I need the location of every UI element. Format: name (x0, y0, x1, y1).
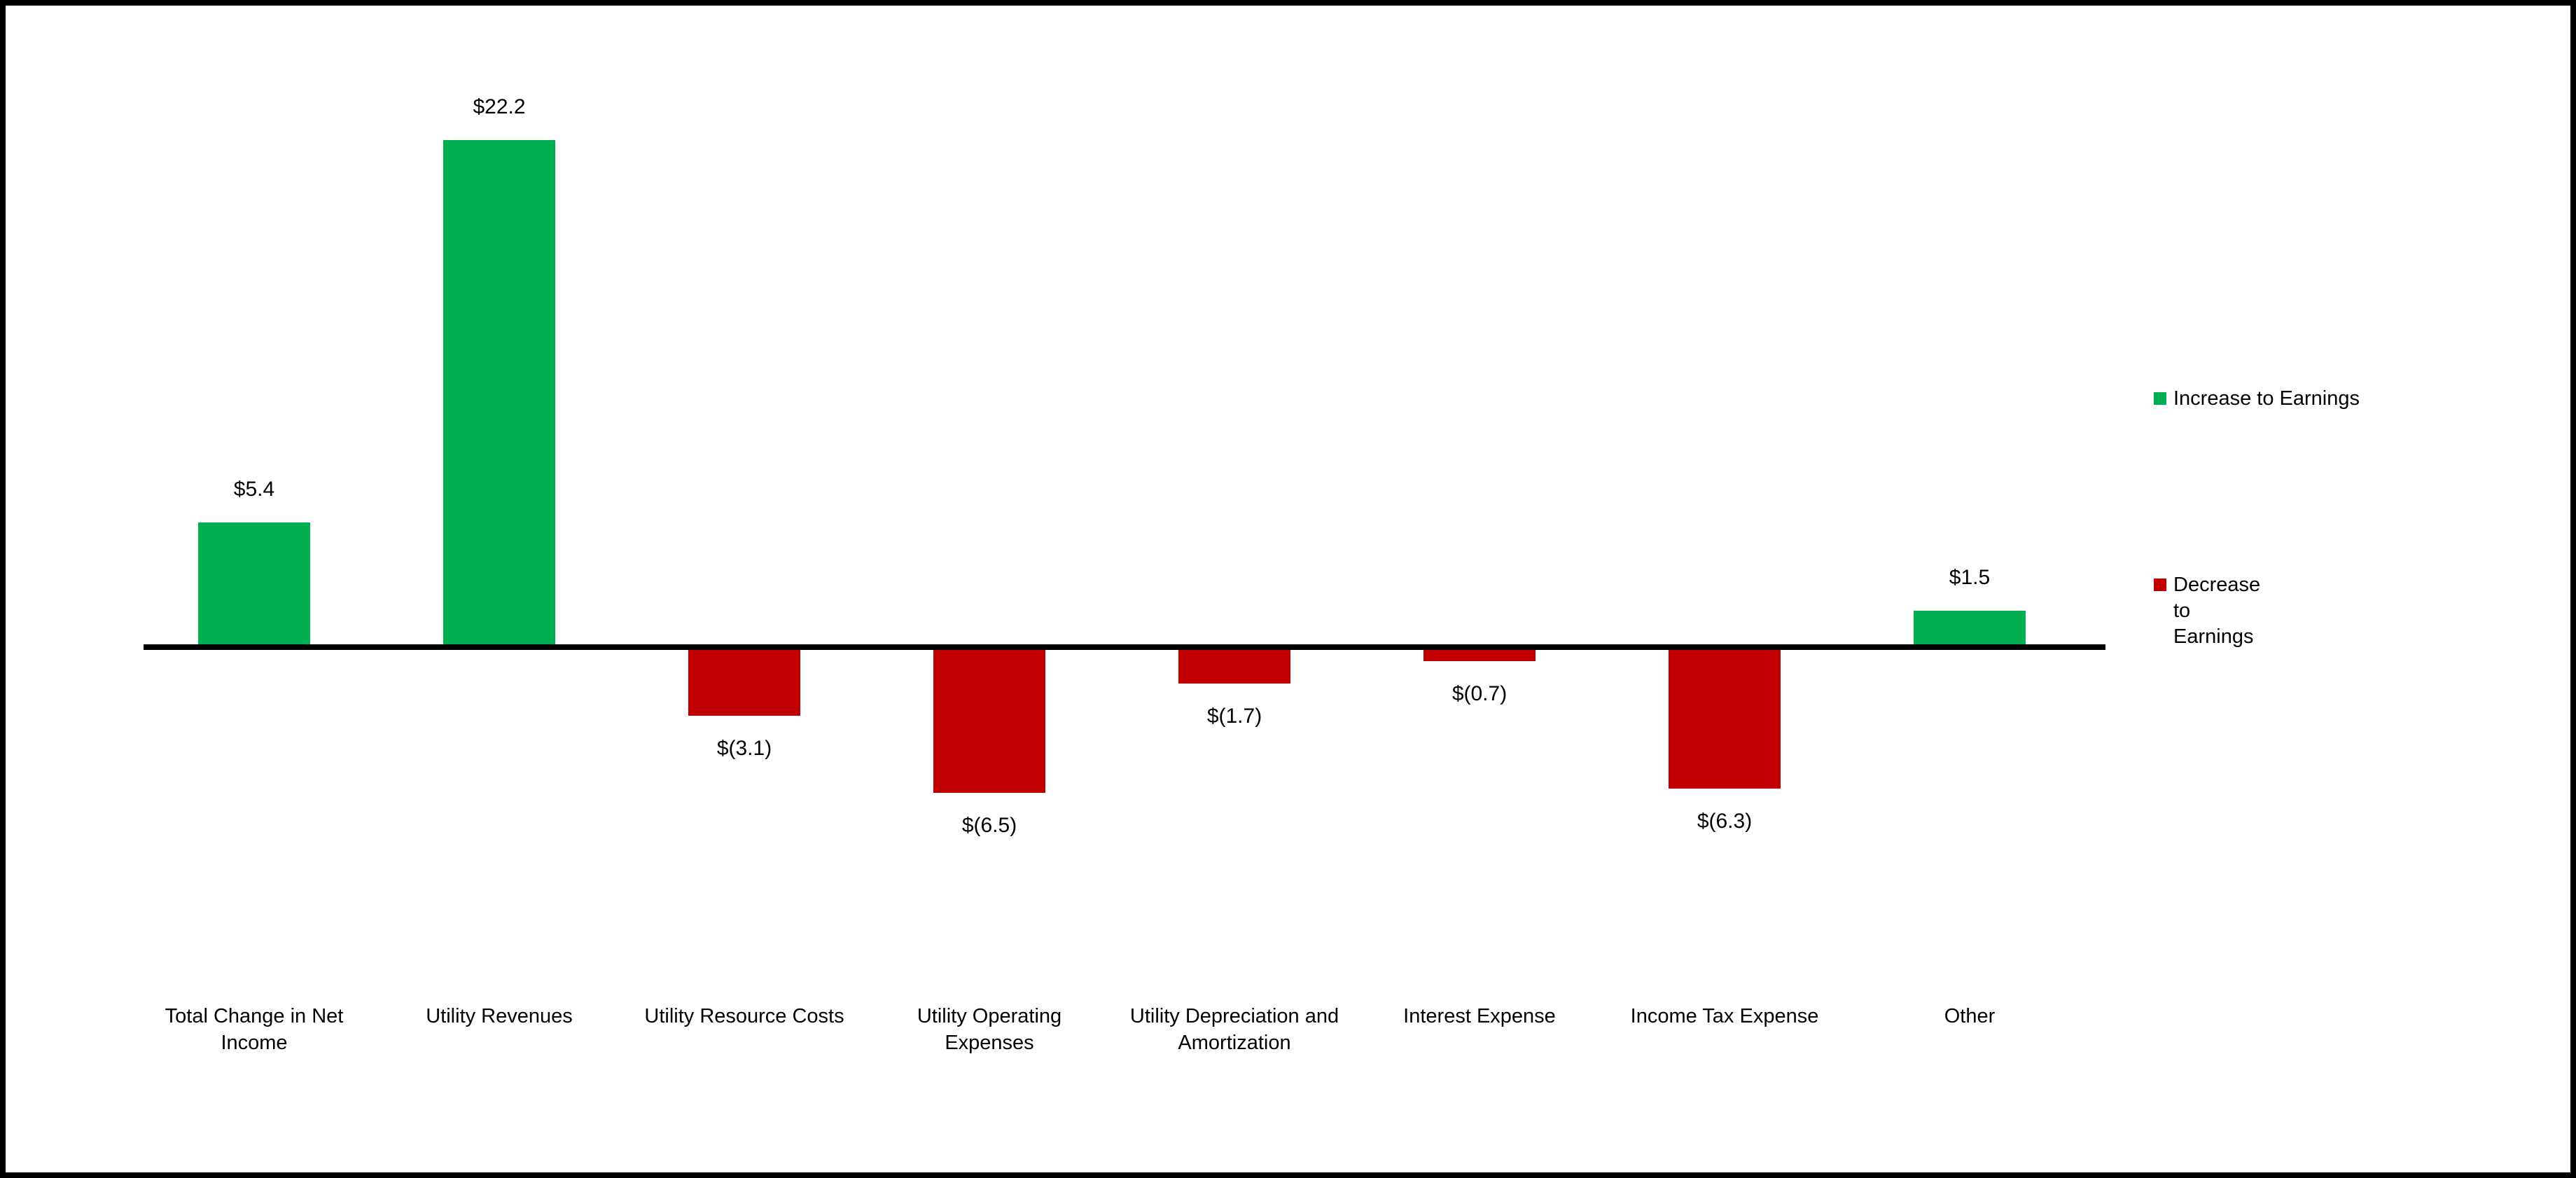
category-label-utility-operating-expenses: Utility Operating Expenses (917, 1005, 1062, 1054)
value-label-utility-depreciation-and-amortization: $(1.7) (1206, 705, 1262, 728)
bar-income-tax-expense (1669, 645, 1781, 789)
x-axis-line (144, 644, 2105, 650)
bar-utility-revenues (443, 139, 555, 645)
value-label-other: $1.5 (1949, 566, 1991, 590)
legend-swatch-increase (2154, 392, 2166, 405)
bar-total-change-in-net-income (198, 522, 310, 645)
value-label-total-change-in-net-income: $5.4 (233, 477, 275, 501)
bar-utility-operating-expenses (933, 645, 1045, 794)
category-label-interest-expense: Interest Expense (1403, 1005, 1556, 1027)
value-label-utility-resource-costs: $(3.1) (716, 736, 772, 760)
category-label-utility-resource-costs: Utility Resource Costs (644, 1005, 844, 1027)
category-label-other: Other (1944, 1005, 1996, 1027)
legend-label-increase: Increase to Earnings (2173, 387, 2360, 410)
bar-utility-depreciation-and-amortization (1178, 645, 1290, 684)
value-label-interest-expense: $(0.7) (1451, 681, 1508, 705)
legend-item-decrease-to-earnings: Decrease to Earnings (2154, 572, 2260, 650)
category-label-total-change-in-net-income: Total Change in Net Income (165, 1005, 344, 1054)
legend-swatch-decrease (2154, 578, 2166, 591)
value-label-income-tax-expense: $(6.3) (1697, 809, 1753, 833)
category-label-utility-revenues: Utility Revenues (426, 1005, 573, 1027)
bar-utility-resource-costs (688, 645, 800, 716)
category-label-utility-depreciation-and-amortization: Utility Depreciation and Amortization (1129, 1005, 1339, 1054)
legend-label-decrease: Decrease to Earnings (2173, 574, 2261, 648)
legend-item-increase-to-earnings: Increase to Earnings (2154, 386, 2360, 412)
value-label-utility-revenues: $22.2 (473, 95, 526, 118)
value-label-utility-operating-expenses: $(6.5) (961, 814, 1017, 838)
category-label-income-tax-expense: Income Tax Expense (1630, 1005, 1819, 1027)
bar-other (1914, 611, 2026, 645)
